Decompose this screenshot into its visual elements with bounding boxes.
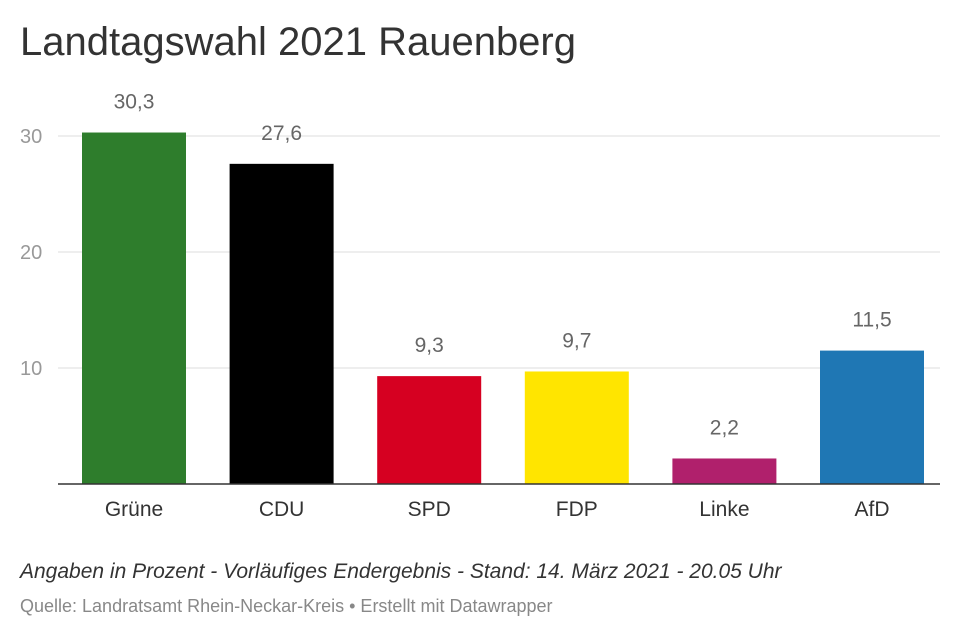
category-label: Linke xyxy=(699,498,749,521)
y-tick-label: 20 xyxy=(20,242,42,264)
value-label: 9,7 xyxy=(562,329,591,352)
bar-afd xyxy=(820,350,924,484)
bar-cdu xyxy=(229,163,334,484)
category-label: CDU xyxy=(259,498,305,521)
y-tick-label: 30 xyxy=(20,126,42,148)
bar-chart: 10 20 30 30,3 27,6 9,3 9,7 2,2 11,5 Grüne CDU SPD… xyxy=(20,91,940,521)
bar-fdp xyxy=(524,371,629,484)
category-label: Grüne xyxy=(105,498,163,521)
value-label: 2,2 xyxy=(710,416,739,439)
category-labels: Grüne CDU SPD FDP Linke AfD xyxy=(105,498,890,521)
value-label: 30,3 xyxy=(114,91,155,114)
bar-spd xyxy=(377,376,482,484)
bar-grüne xyxy=(82,132,186,484)
category-label: SPD xyxy=(408,498,451,521)
value-labels: 30,3 27,6 9,3 9,7 2,2 11,5 xyxy=(114,91,892,440)
chart-title: Landtagswahl 2021 Rauenberg xyxy=(20,20,576,64)
chart-source: Quelle: Landratsamt Rhein-Neckar-Kreis •… xyxy=(20,596,553,616)
value-label: 9,3 xyxy=(415,334,444,357)
value-label: 27,6 xyxy=(261,122,302,145)
chart-note: Angaben in Prozent - Vorläufiges Enderge… xyxy=(20,560,782,583)
bar-linke xyxy=(672,458,777,484)
category-label: AfD xyxy=(854,498,889,521)
bars xyxy=(82,132,924,484)
value-label: 11,5 xyxy=(852,309,891,332)
category-label: FDP xyxy=(556,498,598,521)
gridlines: 10 20 30 xyxy=(20,126,940,380)
y-tick-label: 10 xyxy=(20,358,42,380)
